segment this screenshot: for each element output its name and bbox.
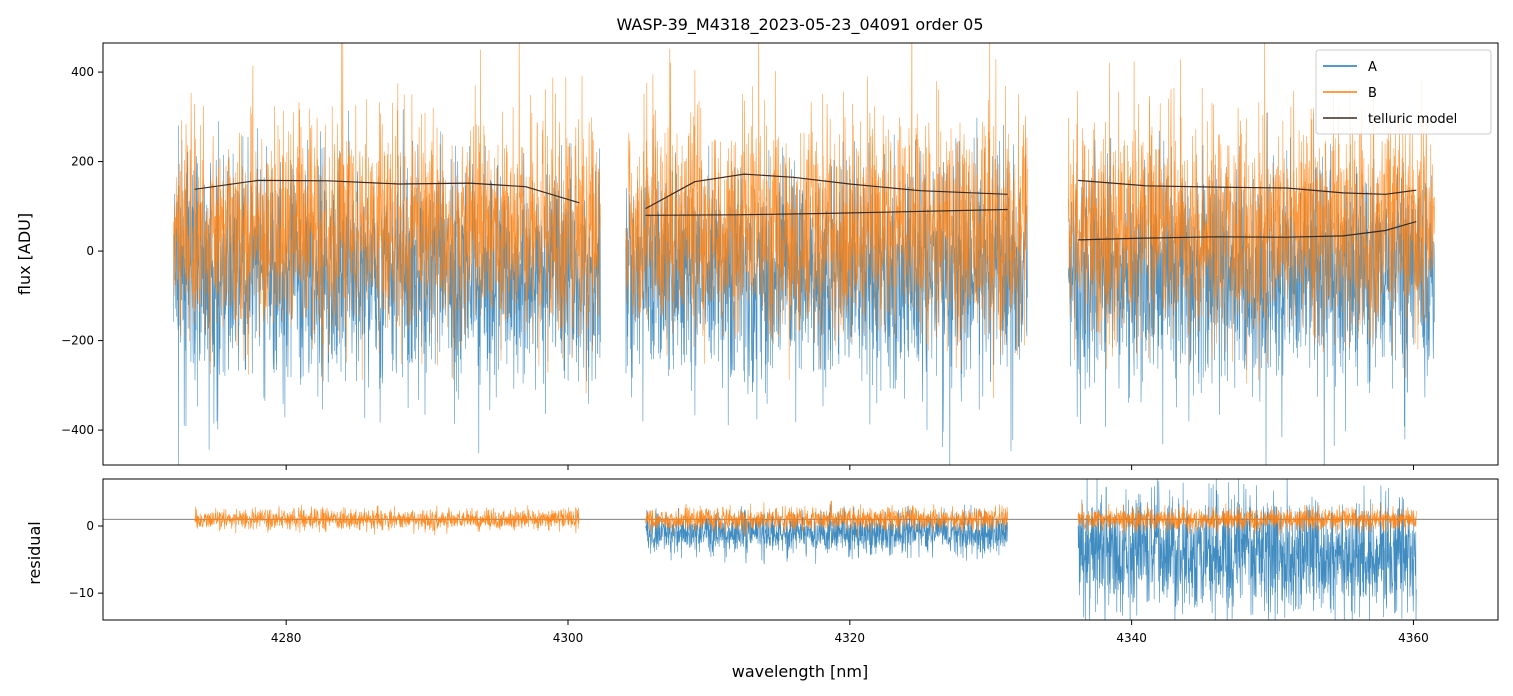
xtick-label: 4360 bbox=[1398, 631, 1429, 645]
residual-axes-frame bbox=[102, 478, 1499, 621]
series-b-residual-segment-1 bbox=[645, 500, 1008, 538]
series-b-residual-segment-0 bbox=[194, 504, 580, 536]
flux-axes-frame bbox=[102, 42, 1499, 466]
telluric-model-curve-3 bbox=[1078, 179, 1417, 195]
xtick-label: 4300 bbox=[553, 631, 584, 645]
series-b-flux-segment-1 bbox=[625, 43, 1028, 399]
flux-ytick-label: −200 bbox=[61, 334, 94, 348]
legend: A B telluric model bbox=[1315, 49, 1492, 135]
xtick-label: 4320 bbox=[835, 631, 866, 645]
residual-ytick-label: −10 bbox=[69, 586, 94, 600]
xtick-label: 4340 bbox=[1116, 631, 1147, 645]
residual-ytick-label: 0 bbox=[86, 519, 94, 533]
legend-label-a: A bbox=[1368, 60, 1377, 75]
series-b-residual-segment-2 bbox=[1077, 502, 1417, 536]
telluric-model-curve-4 bbox=[1078, 221, 1417, 241]
telluric-model-curve-1 bbox=[645, 173, 1008, 210]
flux-ylabel: flux [ADU] bbox=[15, 213, 34, 295]
flux-ytick-label: −400 bbox=[61, 423, 94, 437]
series-a-residual-segment-2 bbox=[1077, 479, 1417, 620]
flux-plot-area bbox=[173, 43, 1435, 465]
xtick-label: 4280 bbox=[271, 631, 302, 645]
legend-label-telluric: telluric model bbox=[1368, 112, 1457, 127]
flux-ytick-label: 0 bbox=[86, 244, 94, 258]
residual-plot-area bbox=[103, 479, 1498, 620]
xlabel: wavelength [nm] bbox=[732, 662, 869, 681]
telluric-model-curve-2 bbox=[645, 208, 1008, 216]
chart-title: WASP-39_M4318_2023-05-23_04091 order 05 bbox=[616, 15, 983, 35]
series-a-residual-segment-1 bbox=[645, 504, 1008, 565]
series-a-flux-segment-2 bbox=[1067, 112, 1435, 465]
flux-ytick-label: 200 bbox=[71, 155, 94, 169]
telluric-model-curve-0 bbox=[194, 179, 580, 204]
residual-ylabel: residual bbox=[25, 521, 44, 584]
legend-label-b: B bbox=[1368, 86, 1377, 101]
flux-ticks: −400 −200 0 200 400 bbox=[61, 65, 1414, 470]
residual-ticks: −10 0 4280 4300 4320 4340 4360 bbox=[69, 519, 1429, 645]
legend-box bbox=[1315, 49, 1492, 135]
series-b-flux-segment-0 bbox=[173, 43, 601, 394]
flux-ytick-label: 400 bbox=[71, 65, 94, 79]
